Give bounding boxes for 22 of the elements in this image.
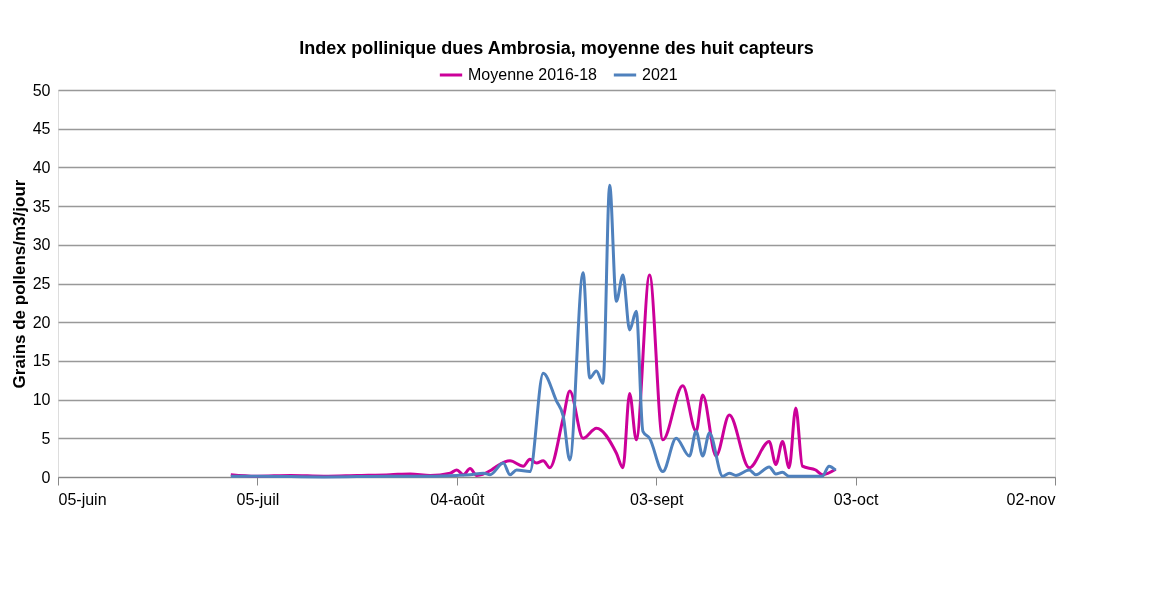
x-tick-label: 03-oct <box>833 490 879 508</box>
x-tick-label: 04-août <box>430 490 485 508</box>
y-tick-label: 45 <box>32 120 51 138</box>
y-tick-label: 25 <box>32 275 51 292</box>
y-tick-label: 40 <box>32 158 51 176</box>
x-tick-label: 03-sept <box>630 490 684 508</box>
line-series <box>229 183 838 479</box>
y-tick-label: 0 <box>41 468 51 486</box>
y-tick-label: 50 <box>32 81 51 99</box>
x-tick-label: 05-juil <box>236 490 280 508</box>
x-tick-label: 05-juin <box>58 490 107 508</box>
legend-label: 2021 <box>642 66 678 83</box>
y-axis-title: Grains de pollens/m3/jour <box>9 179 29 389</box>
y-tick-label: 30 <box>32 236 51 254</box>
y-tick-label: 20 <box>32 313 51 331</box>
y-tick-label: 35 <box>32 197 51 215</box>
y-tick-label: 5 <box>41 429 51 447</box>
y-tick-label: 10 <box>32 391 51 409</box>
x-tick-label: 02-nov <box>1006 490 1056 508</box>
legend-label: Moyenne 2016-18 <box>468 66 598 83</box>
y-tick-label: 15 <box>32 352 51 370</box>
chart-title: Index pollinique dues Ambrosia, moyenne des huit capteurs <box>299 38 814 58</box>
